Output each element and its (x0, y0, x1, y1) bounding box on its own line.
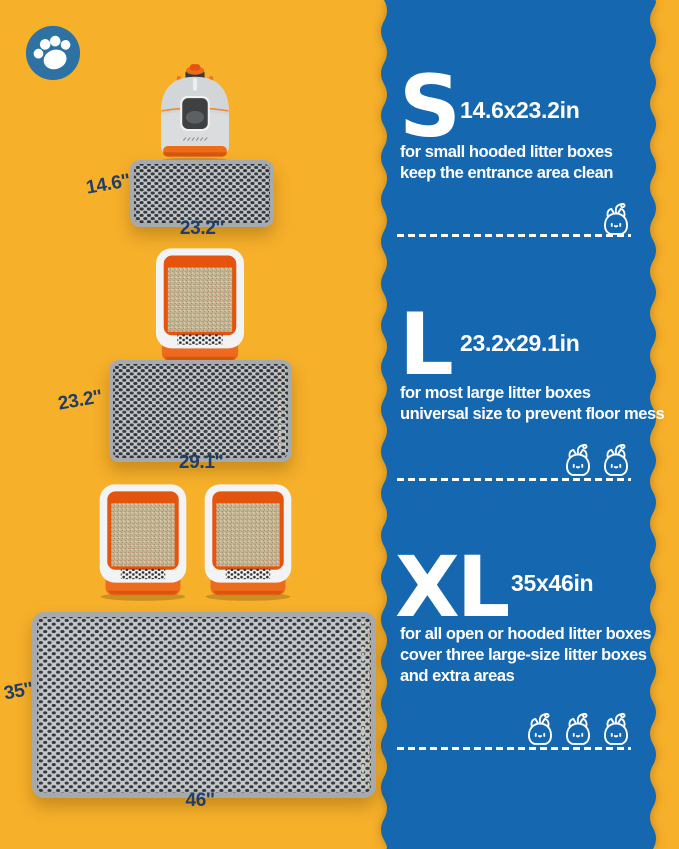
size-description-l: for most large litter boxes universal si… (400, 383, 665, 425)
size-letter-l: L (399, 295, 454, 395)
cat-count-row-s (599, 201, 633, 238)
open-litter-box-image (99, 484, 187, 601)
description-line: universal size to prevent floor mess (400, 405, 665, 423)
cat-icon (566, 712, 590, 745)
size-description-xl: for all open or hooded litter boxes cove… (400, 624, 651, 687)
description-line: for most large litter boxes (400, 384, 591, 402)
mat-large-length-label: 29.1'' (178, 452, 224, 473)
litter-grains-strip (360, 620, 369, 790)
dashed-divider (397, 234, 631, 237)
cat-count-row-xl (523, 711, 633, 748)
mat-large (109, 360, 292, 462)
cat-icon (604, 712, 628, 745)
mat-xlarge (32, 612, 376, 798)
size-dimensions-s: 14.6x23.2in (460, 97, 580, 123)
paw-icon (25, 25, 81, 81)
description-line: cover three large-size litter boxes (400, 646, 647, 664)
cat-icon (528, 712, 552, 745)
cat-icon (604, 202, 628, 235)
description-line: keep the entrance area clean (400, 164, 614, 182)
dashed-divider (397, 747, 631, 750)
dashed-divider (397, 478, 631, 481)
open-litter-box-image (155, 248, 245, 367)
cat-count-row-l (561, 442, 633, 479)
size-dimensions-xl: 35x46in (511, 570, 594, 596)
size-description-s: for small hooded litter boxes keep the e… (400, 142, 613, 184)
mat-small (130, 160, 274, 227)
brand-paw-badge (24, 24, 82, 82)
description-line: for small hooded litter boxes (400, 143, 613, 161)
litter-grains-strip (277, 367, 286, 455)
size-letter-xl: XL (395, 538, 510, 636)
hooded-litter-box-image (161, 64, 229, 164)
open-litter-box-image (204, 484, 292, 601)
description-line: and extra areas (400, 667, 515, 685)
size-dimensions-l: 23.2x29.1in (460, 330, 580, 356)
blue-panel-shape (381, 0, 656, 849)
mat-small-length-label: 23.2'' (179, 218, 225, 239)
cat-icon (604, 443, 628, 476)
cat-icon (566, 443, 590, 476)
mat-xlarge-length-label: 46'' (185, 790, 215, 811)
description-line: for all open or hooded litter boxes (400, 625, 652, 643)
size-letter-s: S (399, 57, 461, 157)
